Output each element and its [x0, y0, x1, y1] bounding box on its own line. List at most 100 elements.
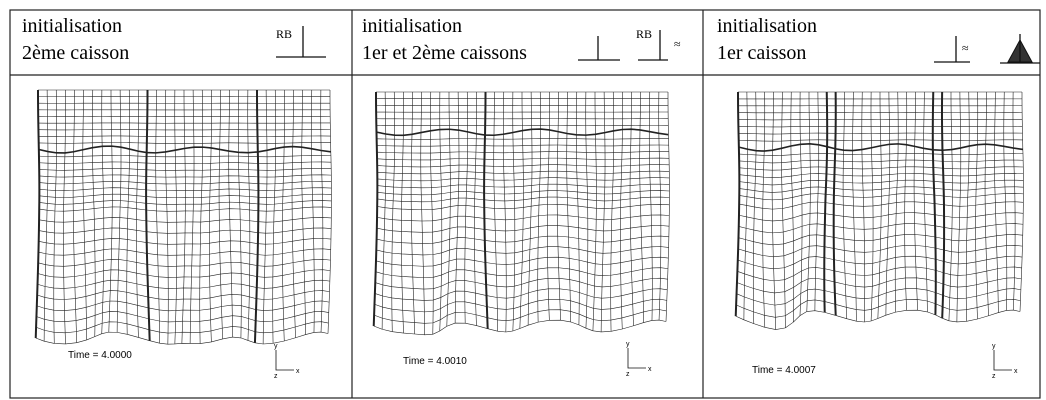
panel-title: initialisation — [362, 15, 462, 37]
mesh-line — [228, 89, 233, 338]
mesh-line — [913, 91, 918, 311]
mesh-line — [420, 91, 425, 335]
mesh-line — [585, 91, 589, 329]
mesh-line — [575, 91, 580, 325]
mesh-line — [923, 91, 928, 312]
mesh-line — [842, 91, 847, 319]
mesh-line — [1003, 91, 1008, 311]
mesh-line — [629, 91, 634, 326]
mesh-line — [503, 91, 507, 333]
mesh-line — [762, 91, 766, 328]
mesh-line — [527, 91, 533, 326]
mesh-line — [218, 89, 223, 339]
mesh-line — [547, 91, 550, 321]
mesh-line — [877, 91, 882, 319]
mesh-line — [272, 89, 277, 344]
mesh-line — [931, 91, 937, 315]
mesh-line — [262, 89, 268, 344]
mesh-line — [381, 91, 387, 330]
panel-title: 2ème caisson — [22, 42, 129, 64]
panel-title: initialisation — [22, 15, 122, 37]
mesh-line — [483, 91, 489, 329]
mesh-line — [439, 91, 443, 332]
axis-label: y — [626, 341, 630, 348]
mesh-line — [101, 89, 105, 334]
time-label: Time = 4.0007 — [752, 365, 816, 376]
axis-label: y — [274, 343, 278, 350]
mesh-line — [401, 91, 404, 334]
mesh-line — [566, 91, 571, 322]
mesh-line — [92, 89, 96, 337]
mesh-line — [781, 91, 786, 328]
mesh-line — [904, 91, 908, 311]
mesh-line — [940, 91, 946, 319]
mesh-line — [116, 89, 122, 333]
support-symbol — [934, 36, 1040, 64]
mesh-line — [282, 89, 285, 341]
mesh-line — [806, 91, 811, 312]
mesh-line — [291, 89, 296, 338]
symbol-label: RB — [276, 27, 292, 41]
mesh-line — [752, 91, 757, 324]
mesh-line — [975, 91, 979, 319]
mesh-line — [885, 91, 891, 316]
mesh — [34, 89, 332, 345]
support-symbol — [578, 30, 668, 61]
mesh-line — [372, 91, 379, 327]
time-label: Time = 4.0000 — [68, 350, 132, 361]
axis-label: z — [274, 373, 278, 380]
symbol-label: RB — [636, 27, 652, 41]
mesh-line — [446, 91, 451, 327]
mesh-line — [253, 89, 260, 343]
mesh-line — [310, 89, 315, 333]
axis-icon — [275, 348, 1012, 371]
mesh-line — [1012, 91, 1016, 311]
mesh-line — [861, 91, 866, 323]
mesh-line — [108, 89, 113, 333]
mesh-line — [189, 89, 195, 344]
mesh-line — [327, 89, 332, 334]
mesh-line — [155, 89, 160, 344]
mesh-line — [199, 89, 204, 344]
mesh-line — [430, 91, 434, 335]
mesh-line — [136, 89, 139, 338]
mesh-line — [237, 89, 242, 338]
mesh-line — [823, 91, 829, 313]
mesh-line — [870, 91, 874, 322]
mesh-line — [790, 91, 795, 323]
mesh-line — [852, 91, 857, 322]
mesh-line — [537, 91, 542, 323]
symbol-label: ≈ — [674, 37, 681, 51]
mesh-line — [493, 91, 498, 332]
mesh-line — [665, 91, 670, 322]
mesh-line — [894, 91, 899, 313]
mesh-line — [734, 91, 741, 317]
panel-title: 1er et 2ème caissons — [362, 42, 527, 64]
mesh-line — [1019, 91, 1024, 312]
mesh-line — [592, 91, 597, 331]
mesh-line — [600, 91, 606, 332]
mesh-line — [771, 91, 777, 330]
mesh-line — [53, 89, 57, 344]
mesh-line — [639, 91, 644, 323]
time-label: Time = 4.0010 — [403, 356, 467, 367]
mesh-line — [620, 91, 623, 329]
mesh-line — [145, 89, 151, 341]
mesh-line — [984, 91, 989, 316]
mesh-line — [956, 91, 962, 322]
axis-label: x — [1014, 368, 1018, 375]
mesh-line — [799, 91, 803, 316]
panel-title: 1er caisson — [717, 42, 806, 64]
mesh-line — [63, 89, 66, 344]
symbol-label: ≈ — [962, 41, 969, 55]
mesh-line — [648, 91, 653, 321]
mesh-line — [174, 89, 178, 344]
mesh-line — [474, 91, 477, 326]
frame — [9, 9, 1041, 399]
mesh-line — [165, 89, 169, 345]
mesh — [372, 91, 670, 336]
axis-label: x — [648, 366, 652, 373]
support-symbol — [276, 26, 326, 58]
axis-label: z — [626, 371, 630, 378]
mesh-line — [965, 91, 970, 322]
